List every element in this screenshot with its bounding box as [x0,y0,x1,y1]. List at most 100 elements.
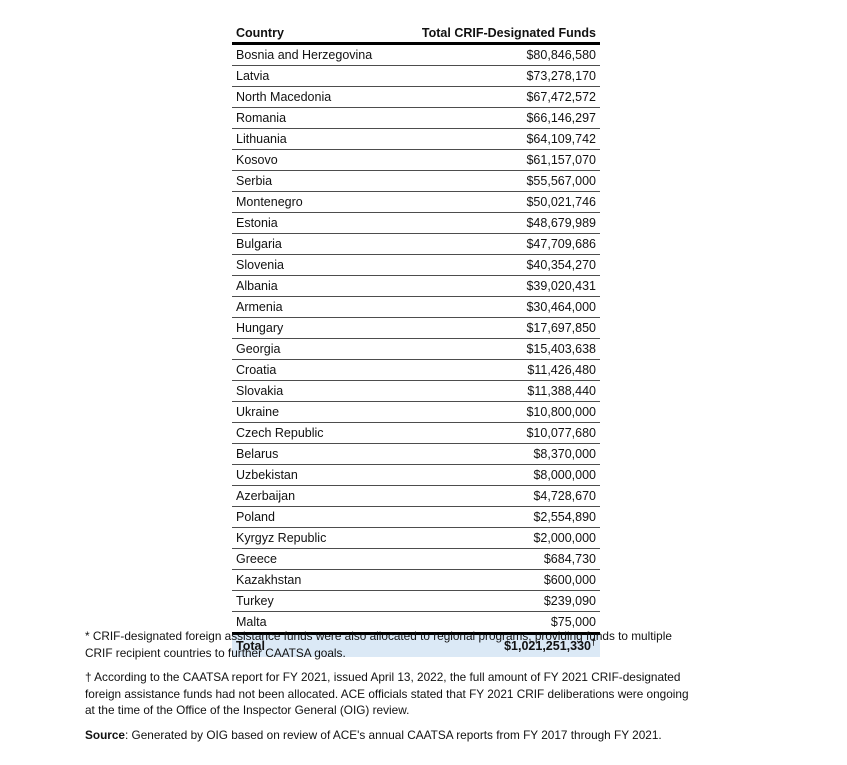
table-row: Albania $39,020,431 [232,275,600,297]
amount-cell: $2,000,000 [394,527,600,549]
table-row: Armenia $30,464,000 [232,296,600,318]
table-row: Romania $66,146,297 [232,107,600,129]
amount-cell: $15,403,638 [394,338,600,360]
table-notes: * CRIF-designated foreign assistance fun… [85,628,775,751]
amount-cell: $10,077,680 [394,422,600,444]
table-row: Poland $2,554,890 [232,506,600,528]
country-cell: Georgia [232,338,395,360]
amount-cell: $39,020,431 [394,275,600,297]
amount-cell: $239,090 [394,590,600,612]
amount-cell: $8,000,000 [394,464,600,486]
country-cell: Albania [232,275,395,297]
table-row: Lithuania $64,109,742 [232,128,600,150]
country-cell: North Macedonia [232,86,395,108]
total-dagger-mark: † [590,636,596,647]
amount-cell: $11,388,440 [394,380,600,402]
amount-cell: $40,354,270 [394,254,600,276]
total-row: Total $1,021,251,330† [232,632,600,657]
table-row: Kosovo $61,157,070 [232,149,600,171]
amount-cell: $50,021,746 [394,191,600,213]
country-cell: Bulgaria [232,233,395,255]
table-body: Bosnia and Herzegovina $80,846,580 Latvi… [232,43,600,634]
country-cell: Bosnia and Herzegovina [232,43,395,66]
amount-cell: $47,709,686 [394,233,600,255]
source-text: : Generated by OIG based on review of AC… [125,727,662,742]
table-footer: Total $1,021,251,330† [232,632,600,657]
country-cell: Ukraine [232,401,395,423]
country-cell: Serbia [232,170,395,192]
country-cell: Estonia [232,212,395,234]
country-cell: Latvia [232,65,395,87]
table-row: Hungary $17,697,850 [232,317,600,339]
country-cell: Hungary [232,317,395,339]
footnote-asterisk: * CRIF-designated foreign assistance fun… [85,629,672,660]
table-row: Ukraine $10,800,000 [232,401,600,423]
amount-cell: $48,679,989 [394,212,600,234]
country-cell: Kyrgyz Republic [232,527,395,549]
table-row: Slovenia $40,354,270 [232,254,600,276]
table-row: Kyrgyz Republic $2,000,000 [232,527,600,549]
amount-cell: $73,278,170 [394,65,600,87]
country-cell: Greece [232,548,395,570]
table-row: Azerbaijan $4,728,670 [232,485,600,507]
amount-cell: $8,370,000 [394,443,600,465]
table-row: Uzbekistan $8,000,000 [232,464,600,486]
table-row: North Macedonia $67,472,572 [232,86,600,108]
table-row: Croatia $11,426,480 [232,359,600,381]
amount-cell: $4,728,670 [394,485,600,507]
amount-cell: $10,800,000 [394,401,600,423]
table-row: Czech Republic $10,077,680 [232,422,600,444]
crif-funds-table: Country Total CRIF-Designated Funds Bosn… [232,22,600,657]
country-cell: Czech Republic [232,422,395,444]
amount-cell: $64,109,742 [394,128,600,150]
amount-cell: $2,554,890 [394,506,600,528]
source-label: Source [85,727,125,742]
header-row: Country Total CRIF-Designated Funds [232,22,600,45]
country-cell: Belarus [232,443,395,465]
table-row: Kazakhstan $600,000 [232,569,600,591]
amount-cell: $30,464,000 [394,296,600,318]
country-cell: Romania [232,107,395,129]
total-label: Total [232,632,395,657]
amount-cell: $684,730 [394,548,600,570]
table-row: Montenegro $50,021,746 [232,191,600,213]
table-row: Turkey $239,090 [232,590,600,612]
table-row: Bulgaria $47,709,686 [232,233,600,255]
country-cell: Kosovo [232,149,395,171]
column-header-country: Country [232,22,395,45]
country-cell: Croatia [232,359,395,381]
amount-cell: $80,846,580 [394,43,600,66]
table-row: Estonia $48,679,989 [232,212,600,234]
table-row: Slovakia $11,388,440 [232,380,600,402]
table-header: Country Total CRIF-Designated Funds [232,22,600,45]
amount-cell: $67,472,572 [394,86,600,108]
total-amount-value: $1,021,251,330 [504,639,591,653]
table-row: Serbia $55,567,000 [232,170,600,192]
amount-cell: $61,157,070 [394,149,600,171]
country-cell: Lithuania [232,128,395,150]
column-header-funds: Total CRIF-Designated Funds [394,22,600,45]
country-cell: Montenegro [232,191,395,213]
table-row: Belarus $8,370,000 [232,443,600,465]
amount-cell: $55,567,000 [394,170,600,192]
amount-cell: $17,697,850 [394,317,600,339]
country-cell: Poland [232,506,395,528]
source-line: Source: Generated by OIG based on review… [85,727,775,744]
table-row: Georgia $15,403,638 [232,338,600,360]
amount-cell: $600,000 [394,569,600,591]
country-cell: Armenia [232,296,395,318]
country-cell: Slovakia [232,380,395,402]
country-cell: Uzbekistan [232,464,395,486]
amount-cell: $11,426,480 [394,359,600,381]
amount-cell: $66,146,297 [394,107,600,129]
country-cell: Slovenia [232,254,395,276]
total-amount: $1,021,251,330† [394,632,600,657]
footnote-dagger: † According to the CAATSA report for FY … [85,670,689,717]
table-row: Greece $684,730 [232,548,600,570]
country-cell: Turkey [232,590,395,612]
table-row: Malta $75,000 [232,611,600,634]
table-row: Bosnia and Herzegovina $80,846,580 [232,43,600,66]
table-row: Latvia $73,278,170 [232,65,600,87]
country-cell: Azerbaijan [232,485,395,507]
country-cell: Kazakhstan [232,569,395,591]
